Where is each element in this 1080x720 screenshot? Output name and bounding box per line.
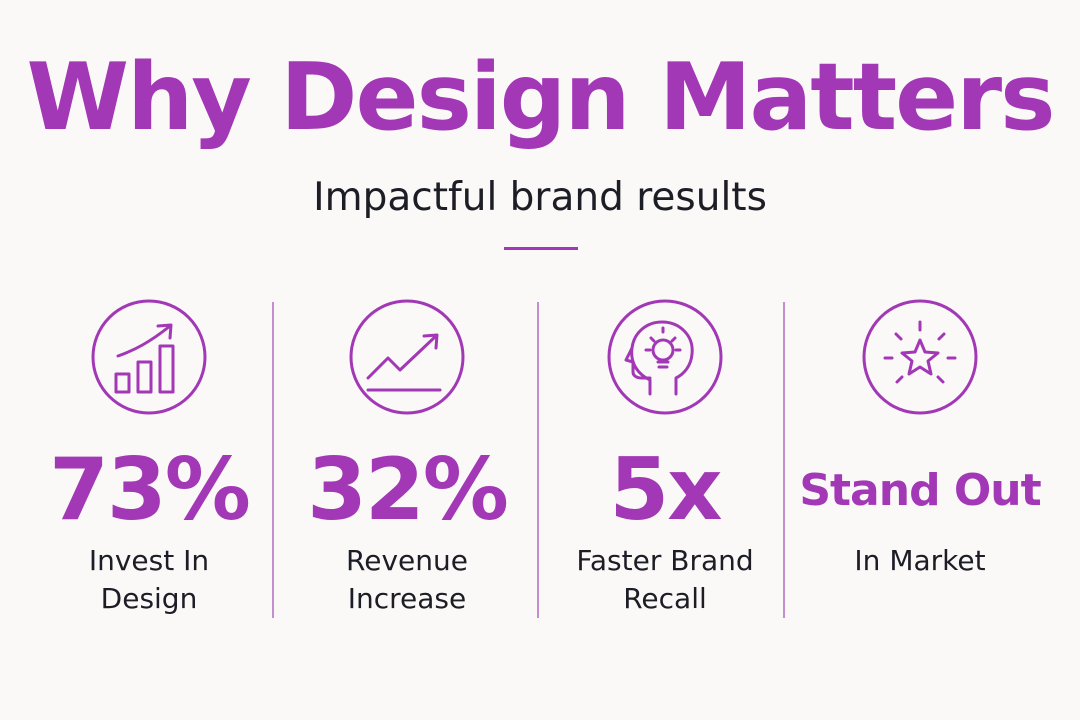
star-burst-icon	[861, 298, 979, 416]
stat-label: Revenue Increase	[282, 542, 532, 618]
head-lightbulb-icon	[606, 298, 724, 416]
stat-card-recall: 5x Faster Brand Recall	[540, 298, 790, 628]
column-divider	[783, 302, 785, 618]
stat-label-line: Revenue	[346, 544, 468, 577]
stat-label-line: Faster Brand	[576, 544, 754, 577]
stat-label: Faster Brand Recall	[540, 542, 790, 618]
trend-up-icon	[348, 298, 466, 416]
page-subtitle: Impactful brand results	[313, 175, 767, 220]
stat-label-line: Recall	[623, 582, 707, 615]
stat-value: Stand Out	[799, 465, 1041, 516]
page-title: Why Design Matters	[26, 43, 1056, 151]
stat-card-standout: Stand Out In Market	[795, 298, 1045, 628]
stat-label-line: Design	[100, 582, 198, 615]
column-divider	[537, 302, 539, 618]
stat-value: 5x	[609, 440, 722, 540]
stat-label-line: Invest In	[88, 544, 210, 577]
stat-label-line: In Market	[854, 544, 986, 577]
stat-label: Invest In Design	[24, 542, 274, 618]
stat-label-line: Increase	[347, 582, 467, 615]
stat-label: In Market	[795, 542, 1045, 580]
stat-value: 32%	[307, 440, 509, 540]
stat-value: 73%	[49, 440, 251, 540]
stat-card-invest: 73% Invest In Design	[24, 298, 274, 628]
column-divider	[272, 302, 274, 618]
accent-underline	[504, 247, 578, 250]
bar-chart-growth-icon	[90, 298, 208, 416]
stat-card-revenue: 32% Revenue Increase	[282, 298, 532, 628]
